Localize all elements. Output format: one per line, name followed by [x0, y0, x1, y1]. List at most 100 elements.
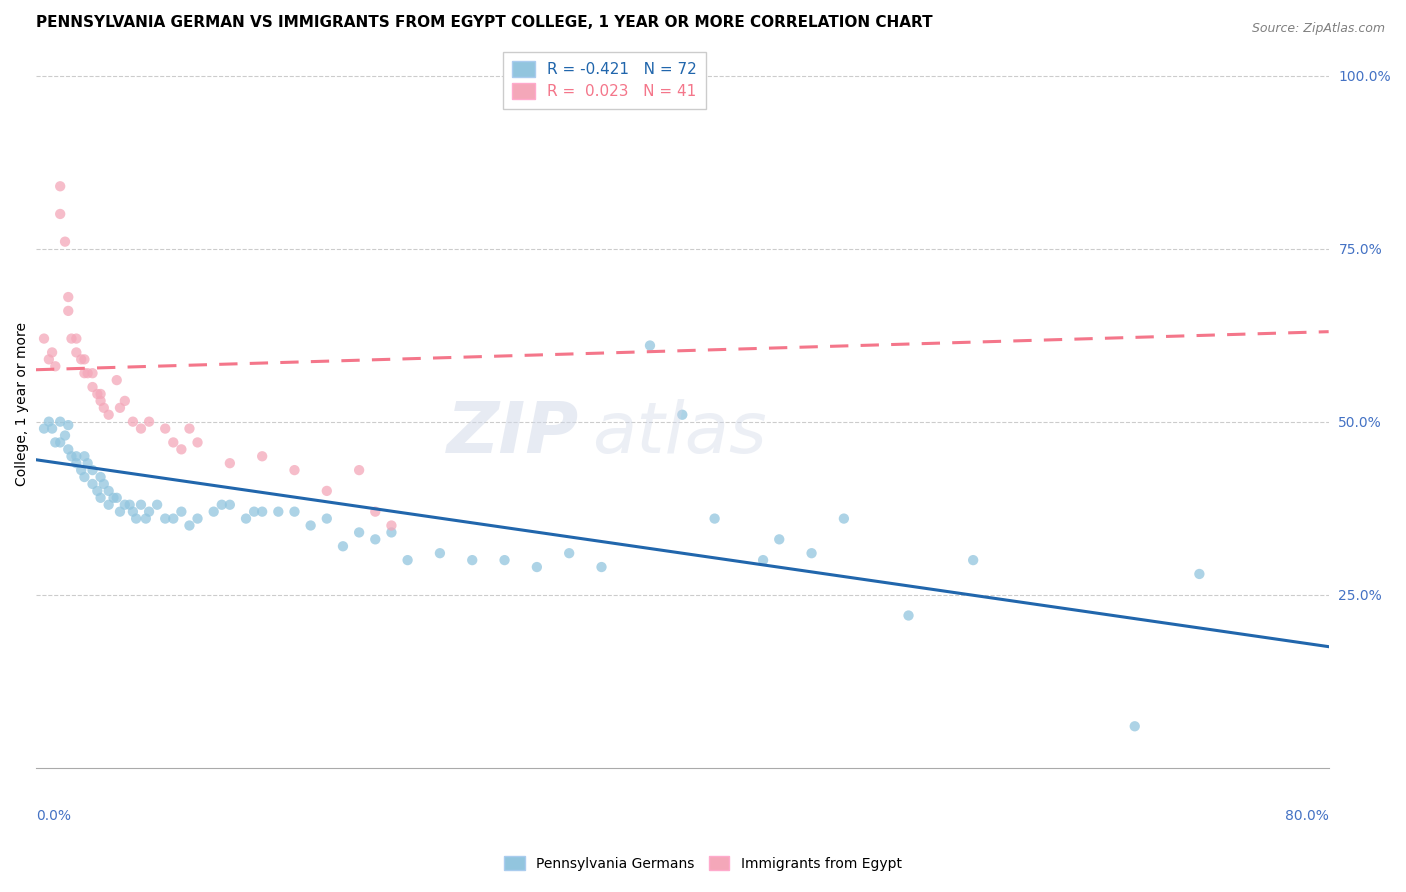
Point	[364, 533, 387, 547]
Point	[250, 450, 273, 464]
Point	[38, 352, 60, 367]
Point	[897, 608, 920, 623]
Point	[332, 539, 354, 553]
Point	[162, 511, 184, 525]
Point	[170, 505, 193, 519]
Point	[70, 352, 93, 367]
Point	[962, 553, 984, 567]
Point	[32, 421, 55, 435]
Point	[53, 428, 76, 442]
Point	[93, 477, 115, 491]
Point	[526, 560, 548, 574]
Point	[65, 332, 87, 346]
Point	[429, 546, 451, 560]
Point	[90, 470, 112, 484]
Point	[380, 518, 402, 533]
Point	[65, 450, 87, 464]
Point	[58, 418, 80, 433]
Point	[108, 401, 131, 415]
Point	[49, 207, 72, 221]
Point	[218, 498, 240, 512]
Point	[186, 435, 208, 450]
Point	[162, 435, 184, 450]
Point	[49, 415, 72, 429]
Point	[752, 553, 775, 567]
Point	[202, 505, 225, 519]
Point	[591, 560, 613, 574]
Point	[76, 366, 98, 380]
Point	[671, 408, 693, 422]
Point	[32, 332, 55, 346]
Point	[800, 546, 823, 560]
Point	[38, 415, 60, 429]
Point	[60, 332, 83, 346]
Point	[1188, 566, 1211, 581]
Point	[1123, 719, 1146, 733]
Point	[58, 304, 80, 318]
Point	[267, 505, 290, 519]
Point	[108, 505, 131, 519]
Point	[218, 456, 240, 470]
Point	[461, 553, 484, 567]
Point	[558, 546, 581, 560]
Point	[315, 511, 337, 525]
Point	[135, 511, 157, 525]
Point	[41, 345, 63, 359]
Point	[243, 505, 266, 519]
Point	[44, 359, 66, 374]
Point	[82, 380, 104, 394]
Point	[283, 505, 305, 519]
Point	[97, 408, 120, 422]
Point	[53, 235, 76, 249]
Point	[768, 533, 790, 547]
Point	[211, 498, 233, 512]
Legend: R = -0.421   N = 72, R =  0.023   N = 41: R = -0.421 N = 72, R = 0.023 N = 41	[503, 52, 706, 109]
Point	[179, 518, 201, 533]
Point	[82, 463, 104, 477]
Point	[49, 179, 72, 194]
Text: atlas: atlas	[592, 399, 766, 468]
Point	[93, 401, 115, 415]
Point	[638, 338, 661, 352]
Point	[129, 498, 152, 512]
Point	[364, 505, 387, 519]
Point	[90, 491, 112, 505]
Point	[155, 421, 177, 435]
Point	[90, 387, 112, 401]
Point	[70, 463, 93, 477]
Point	[283, 463, 305, 477]
Point	[82, 477, 104, 491]
Point	[129, 421, 152, 435]
Point	[347, 525, 370, 540]
Point	[65, 345, 87, 359]
Point	[380, 525, 402, 540]
Point	[494, 553, 516, 567]
Point	[105, 373, 128, 387]
Point	[396, 553, 419, 567]
Point	[97, 483, 120, 498]
Point	[155, 511, 177, 525]
Point	[73, 366, 96, 380]
Point	[122, 415, 145, 429]
Text: PENNSYLVANIA GERMAN VS IMMIGRANTS FROM EGYPT COLLEGE, 1 YEAR OR MORE CORRELATION: PENNSYLVANIA GERMAN VS IMMIGRANTS FROM E…	[37, 15, 932, 30]
Point	[58, 290, 80, 304]
Legend: Pennsylvania Germans, Immigrants from Egypt: Pennsylvania Germans, Immigrants from Eg…	[499, 850, 907, 876]
Point	[49, 435, 72, 450]
Point	[44, 435, 66, 450]
Point	[105, 491, 128, 505]
Point	[186, 511, 208, 525]
Point	[73, 470, 96, 484]
Point	[235, 511, 257, 525]
Point	[58, 442, 80, 457]
Point	[179, 421, 201, 435]
Point	[138, 415, 160, 429]
Text: 0.0%: 0.0%	[37, 809, 70, 823]
Point	[299, 518, 322, 533]
Point	[703, 511, 725, 525]
Point	[122, 505, 145, 519]
Point	[114, 393, 136, 408]
Point	[41, 421, 63, 435]
Point	[60, 450, 83, 464]
Point	[97, 498, 120, 512]
Point	[347, 463, 370, 477]
